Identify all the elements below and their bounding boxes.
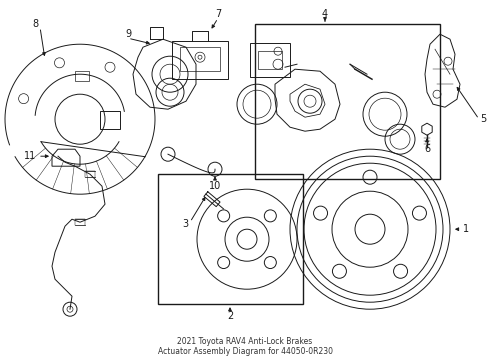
Bar bbox=[75, 71, 89, 81]
Text: 10: 10 bbox=[209, 181, 221, 191]
Text: 1: 1 bbox=[463, 224, 469, 234]
Text: 8: 8 bbox=[32, 19, 38, 29]
Text: 6: 6 bbox=[424, 144, 430, 154]
Text: 11: 11 bbox=[24, 151, 36, 161]
Bar bbox=[255, 24, 440, 179]
Text: 3: 3 bbox=[182, 219, 188, 229]
Text: 2021 Toyota RAV4 Anti-Lock Brakes
Actuator Assembly Diagram for 44050-0R230: 2021 Toyota RAV4 Anti-Lock Brakes Actuat… bbox=[157, 337, 333, 356]
Bar bbox=[180, 47, 220, 71]
Bar bbox=[250, 43, 290, 77]
Text: 2: 2 bbox=[227, 311, 233, 321]
Text: 5: 5 bbox=[480, 114, 486, 124]
Bar bbox=[258, 51, 282, 69]
Bar bbox=[100, 111, 120, 129]
Bar bbox=[172, 41, 228, 79]
Text: 7: 7 bbox=[215, 9, 221, 19]
Text: 9: 9 bbox=[125, 29, 131, 39]
Bar bbox=[158, 174, 303, 304]
Text: 4: 4 bbox=[322, 9, 328, 19]
